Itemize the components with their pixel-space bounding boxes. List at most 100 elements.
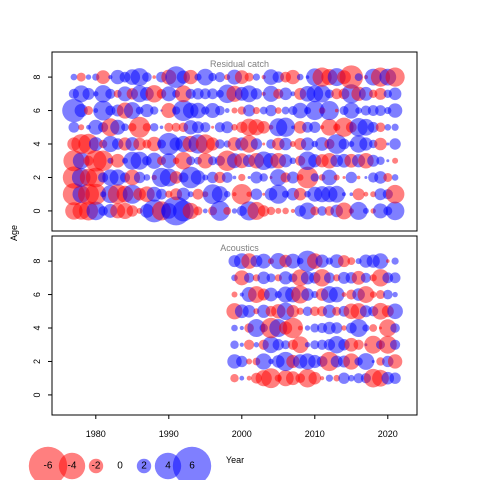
bubble — [192, 188, 204, 200]
bubble — [92, 150, 114, 171]
y-tick-label: 0 — [32, 392, 42, 397]
bubble — [369, 324, 378, 332]
bubble — [258, 205, 270, 217]
bubble — [244, 72, 254, 82]
bubble — [317, 206, 327, 216]
bubble — [392, 157, 399, 164]
bubble — [231, 123, 238, 131]
bubble — [206, 137, 220, 151]
bubble — [85, 183, 107, 205]
bubble — [175, 85, 192, 103]
bubble — [247, 319, 266, 338]
bubble — [250, 171, 263, 184]
bubble — [383, 289, 393, 300]
bubble — [282, 207, 289, 215]
legend-item: 0 — [117, 461, 123, 472]
x-tick-label: 2000 — [232, 429, 252, 439]
bubble — [171, 122, 181, 132]
bubble — [202, 208, 208, 214]
bubble — [391, 257, 399, 265]
bubble — [349, 201, 368, 220]
bubble — [239, 325, 244, 331]
bubble — [389, 272, 401, 284]
bubble — [76, 72, 86, 82]
bubble — [292, 102, 309, 119]
bubble — [371, 359, 375, 363]
bubble — [376, 290, 385, 300]
bubble — [215, 105, 225, 116]
bubble — [369, 291, 377, 298]
bubble — [285, 253, 301, 269]
bubble — [356, 175, 361, 180]
bubble — [236, 355, 248, 368]
bubble — [230, 374, 239, 383]
bubble — [321, 169, 338, 186]
bubble — [208, 72, 217, 82]
bubble — [150, 106, 159, 115]
bubble — [333, 374, 341, 382]
bubble — [310, 173, 319, 182]
bubble — [262, 85, 280, 102]
bubble — [193, 206, 203, 216]
legend-label: -6 — [44, 461, 53, 472]
bubble — [244, 272, 255, 283]
bubble — [291, 125, 295, 130]
bubble — [176, 187, 190, 201]
bubble — [392, 291, 398, 298]
bubble — [252, 106, 260, 115]
x-tick-label: 1980 — [86, 429, 106, 439]
bubble — [110, 119, 126, 135]
y-tick-label: 6 — [32, 292, 42, 297]
bubble — [324, 89, 334, 99]
bubble — [390, 323, 400, 333]
bubble — [255, 353, 272, 370]
bubble — [389, 138, 401, 150]
bubble — [266, 273, 276, 283]
bubble — [355, 107, 362, 114]
bubble — [253, 342, 260, 348]
bubble — [320, 376, 325, 381]
bubble — [239, 375, 245, 381]
bubble — [68, 121, 80, 133]
bubble — [385, 184, 405, 204]
bubble — [362, 324, 370, 332]
bubble — [224, 108, 230, 113]
x-tick-label: 1990 — [159, 429, 179, 439]
bubble — [146, 152, 163, 169]
bubble — [231, 291, 238, 298]
bubble — [211, 125, 215, 129]
bubble — [290, 208, 295, 214]
bubble — [351, 270, 366, 285]
panel-title: Acoustics — [220, 243, 259, 253]
bubble — [357, 353, 375, 370]
bubble — [341, 192, 347, 197]
bubble — [374, 137, 387, 151]
bubble — [343, 102, 360, 119]
bubble — [376, 156, 385, 165]
y-tick-label: 4 — [32, 326, 42, 331]
bubble — [94, 85, 112, 103]
bubble — [279, 137, 292, 151]
bubble — [354, 73, 363, 81]
bubble — [315, 254, 329, 268]
bubble — [352, 188, 365, 201]
bubble — [214, 71, 225, 83]
legend-bubble — [88, 458, 104, 474]
bubble — [105, 88, 116, 99]
bubble — [121, 123, 129, 132]
bubble — [96, 70, 110, 84]
bubble — [169, 171, 183, 184]
bubble — [88, 137, 103, 151]
bubble — [82, 87, 95, 100]
y-tick-label: 0 — [32, 208, 42, 213]
bubble — [319, 100, 339, 121]
bubble — [285, 69, 301, 85]
bubble — [74, 103, 88, 118]
bubble — [247, 175, 251, 179]
bubble — [357, 286, 375, 303]
bubble — [142, 123, 152, 132]
bubble — [291, 336, 309, 354]
bubble — [321, 118, 338, 136]
bubble — [302, 306, 313, 317]
bubble — [360, 272, 371, 283]
